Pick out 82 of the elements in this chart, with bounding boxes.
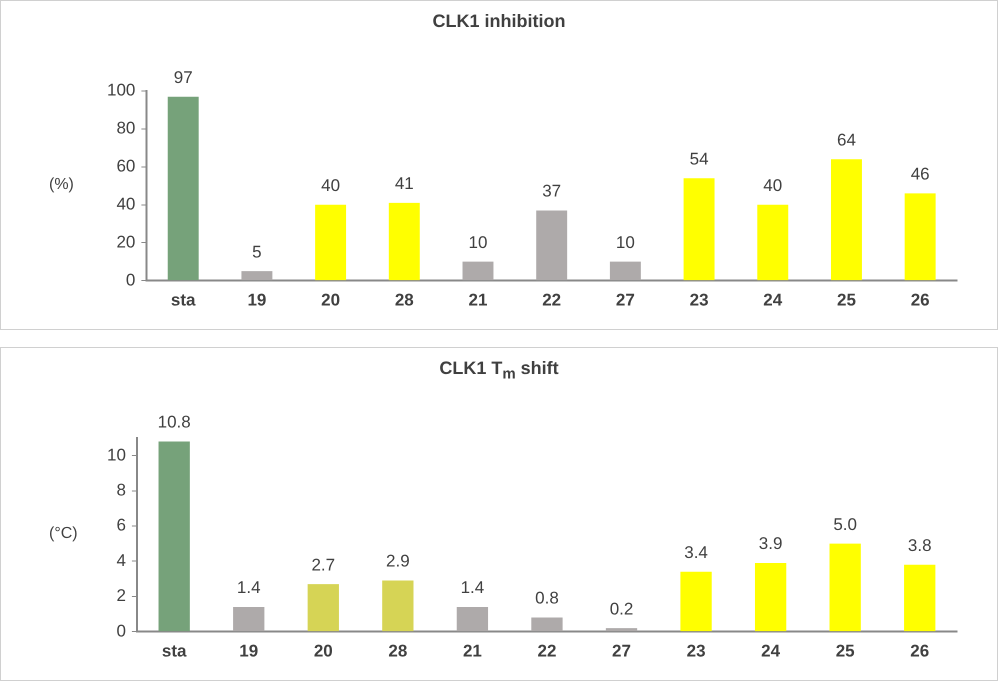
x-tick-label: 20 <box>314 641 333 660</box>
data-label: 37 <box>542 182 562 201</box>
bar <box>904 564 936 632</box>
bar <box>680 572 712 632</box>
data-label: 40 <box>763 176 782 195</box>
bar <box>531 618 563 632</box>
data-label: 0.2 <box>610 599 634 618</box>
data-label: 5 <box>252 242 262 262</box>
bar <box>536 210 568 280</box>
data-label: 1.4 <box>236 578 261 598</box>
x-tick-label: 24 <box>763 290 783 310</box>
x-tick-label: 25 <box>837 290 856 310</box>
data-label: 3.9 <box>758 534 782 554</box>
y-tick-label: 20 <box>116 232 136 252</box>
bar <box>830 544 861 632</box>
data-label: 10.8 <box>158 412 191 432</box>
data-label: 64 <box>837 130 856 150</box>
data-label: 2.7 <box>311 555 336 574</box>
x-tick-label: 27 <box>612 641 631 660</box>
bar <box>830 159 862 280</box>
x-tick-label: 24 <box>761 641 781 660</box>
data-label: 46 <box>910 164 930 184</box>
bar <box>684 178 715 280</box>
bar <box>456 606 488 632</box>
data-label: 3.8 <box>908 536 932 555</box>
y-axis-title: (%) <box>49 176 74 194</box>
x-tick-label: 22 <box>537 641 556 660</box>
y-tick-label: 60 <box>116 156 136 176</box>
x-tick-label: 19 <box>247 290 266 310</box>
x-tick-label: 26 <box>910 641 930 660</box>
y-tick-label: 8 <box>116 480 126 500</box>
bar <box>315 204 346 280</box>
x-tick-label: 21 <box>462 641 482 660</box>
data-label: 5.0 <box>833 514 857 534</box>
bar <box>904 193 936 280</box>
data-label: 0.8 <box>535 588 559 608</box>
x-tick-label: 28 <box>388 641 408 660</box>
bar <box>308 584 339 632</box>
y-tick-label: 4 <box>116 550 126 570</box>
x-tick-label: 28 <box>394 290 414 310</box>
data-label: 97 <box>174 68 193 87</box>
bar <box>610 262 641 280</box>
data-label: 40 <box>321 176 340 195</box>
y-tick-label: 2 <box>116 586 126 606</box>
data-label: 10 <box>468 232 488 252</box>
data-label: 10 <box>616 232 635 252</box>
x-tick-label: 21 <box>468 290 488 310</box>
x-tick-label: 20 <box>321 290 340 310</box>
x-tick-label: 23 <box>686 641 706 660</box>
y-tick-label: 80 <box>116 118 136 138</box>
bar <box>158 442 190 632</box>
bar <box>606 628 638 632</box>
x-tick-label: 23 <box>690 290 709 310</box>
data-label: 3.4 <box>684 542 708 562</box>
x-tick-label: 19 <box>239 641 258 660</box>
data-label: 54 <box>690 149 709 168</box>
bar <box>757 204 788 280</box>
bar <box>233 606 264 632</box>
x-tick-label: sta <box>170 290 196 310</box>
bar <box>168 96 199 280</box>
x-tick-label: 26 <box>910 290 930 310</box>
x-tick-label: 27 <box>616 290 635 310</box>
bar <box>462 262 494 280</box>
bar <box>382 580 414 632</box>
data-label: 41 <box>394 174 414 194</box>
bar <box>241 271 272 280</box>
y-tick-label: 0 <box>116 621 126 640</box>
y-tick-label: 100 <box>106 80 136 100</box>
data-label: 2.9 <box>386 552 410 571</box>
y-tick-label: 0 <box>126 270 136 290</box>
chart-title: CLK1 T$_{m}$ shift <box>438 358 560 383</box>
x-tick-label: sta <box>162 641 188 660</box>
y-tick-label: 6 <box>116 516 126 535</box>
data-label: 1.4 <box>460 578 484 598</box>
y-tick-label: 10 <box>106 445 126 464</box>
x-tick-label: 25 <box>836 641 855 660</box>
bar <box>388 202 420 280</box>
y-axis-title: (°C) <box>49 524 78 543</box>
y-tick-label: 40 <box>116 194 136 214</box>
bar <box>754 562 786 632</box>
chart-title: CLK1 inhibition <box>432 11 566 32</box>
x-tick-label: 22 <box>542 290 562 310</box>
